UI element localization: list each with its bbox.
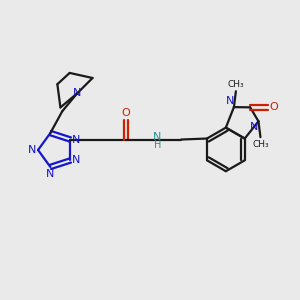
Text: N: N <box>226 96 234 106</box>
Text: N: N <box>72 155 80 166</box>
Text: N: N <box>72 134 80 145</box>
Text: N: N <box>28 145 36 155</box>
Text: CH₃: CH₃ <box>228 80 244 89</box>
Text: CH₃: CH₃ <box>252 140 269 148</box>
Text: O: O <box>270 102 278 112</box>
Text: N: N <box>250 122 259 132</box>
Text: O: O <box>122 108 130 118</box>
Text: H: H <box>154 140 161 151</box>
Text: N: N <box>73 88 81 98</box>
Text: N: N <box>46 169 55 179</box>
Text: N: N <box>153 131 162 142</box>
